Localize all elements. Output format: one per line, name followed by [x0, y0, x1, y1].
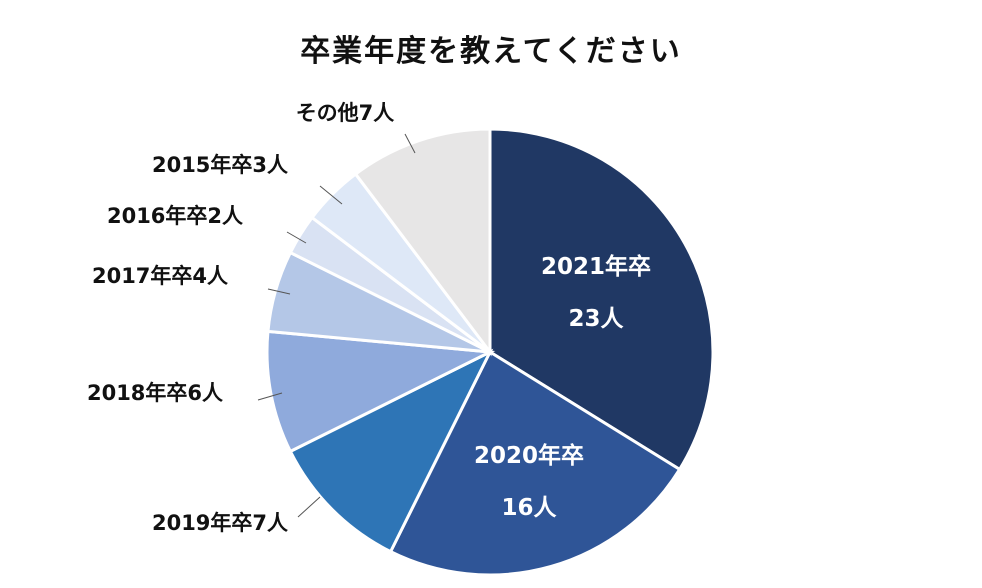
slice-label-3: 2018年卒6人 [87, 381, 223, 405]
pie-slice-7 [353, 127, 492, 357]
slice-label-7: その他7人 [296, 101, 395, 125]
chart-title: 卒業年度を教えてください [300, 34, 682, 69]
leader-line-7 [404, 133, 416, 154]
slice-label-value-0: 23人 [568, 306, 624, 332]
slice-label-category-0: 2021年卒 [541, 253, 651, 280]
slice-label-category-1: 2020年卒 [474, 442, 584, 469]
leader-line-3 [257, 392, 283, 401]
pie-slice-0 [488, 127, 715, 472]
slice-label-5: 2016年卒2人 [107, 204, 243, 228]
slice-label-value-1: 16人 [501, 495, 557, 521]
leader-line-5 [286, 231, 307, 244]
leader-line-6 [319, 185, 343, 205]
leader-line-2 [297, 496, 321, 518]
slice-label-6: 2015年卒3人 [152, 153, 288, 177]
pie-slice-2 [288, 348, 494, 554]
pie-slice-3 [265, 329, 496, 454]
slice-label-4: 2017年卒4人 [92, 264, 228, 288]
slice-label-2: 2019年卒7人 [152, 511, 288, 535]
leader-line-4 [267, 288, 291, 295]
